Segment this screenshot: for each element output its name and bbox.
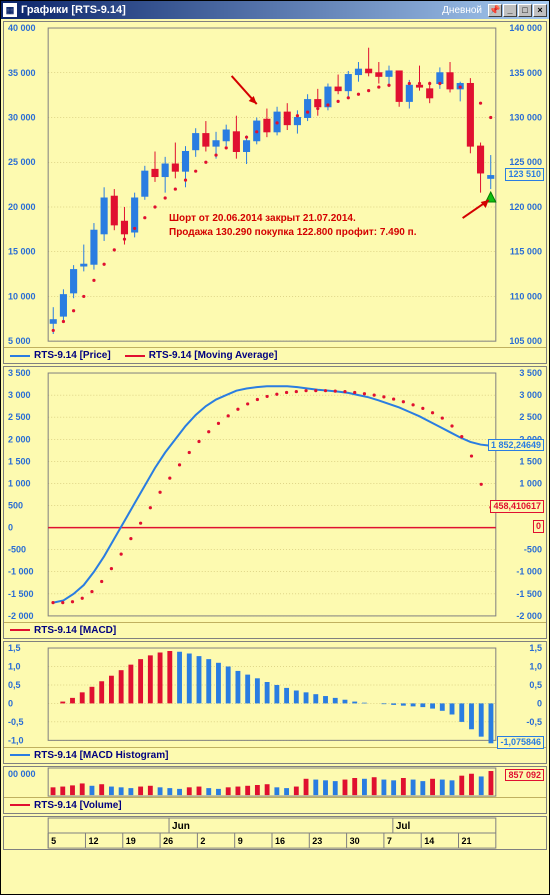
- svg-text:00 000: 00 000: [8, 769, 36, 779]
- svg-text:21: 21: [462, 836, 472, 846]
- svg-text:1 500: 1 500: [519, 457, 542, 467]
- svg-text:-500: -500: [524, 545, 542, 555]
- macd-histogram-panel: -1,0-1,0-0,5-0,5000,50,51,01,01,51,5 -1,…: [3, 641, 547, 763]
- svg-text:1 000: 1 000: [8, 479, 31, 489]
- svg-text:120 000: 120 000: [509, 202, 542, 212]
- svg-text:0: 0: [8, 523, 13, 533]
- macd-value-box-2: 458,410617: [490, 500, 544, 513]
- svg-text:-1 500: -1 500: [516, 589, 542, 599]
- svg-text:3 500: 3 500: [519, 368, 542, 378]
- svg-text:2 000: 2 000: [8, 434, 31, 444]
- svg-text:30 000: 30 000: [8, 113, 36, 123]
- trade-annotation: Шорт от 20.06.2014 закрыт 21.07.2014. Пр…: [169, 212, 416, 239]
- svg-text:-1,0: -1,0: [8, 735, 24, 745]
- macd-legend: RTS-9.14 [MACD]: [4, 622, 546, 638]
- panels: 105 0005 000110 00010 000115 00015 00012…: [1, 19, 549, 894]
- price-chart-area[interactable]: 105 000 5 000 110 000 10 000 115 000 15 000 12…: [4, 22, 546, 347]
- svg-text:1 000: 1 000: [519, 479, 542, 489]
- legend-macd: RTS-9.14 [MACD]: [34, 625, 116, 636]
- svg-text:-0,5: -0,5: [8, 717, 24, 727]
- svg-text:25 000: 25 000: [8, 157, 36, 167]
- svg-text:130 000: 130 000: [509, 113, 542, 123]
- legend-ma: RTS-9.14 [Moving Average]: [149, 350, 278, 361]
- pin-button[interactable]: 📌: [488, 4, 502, 17]
- svg-text:26: 26: [163, 836, 173, 846]
- macd-chart-area[interactable]: -2 000 -2 000 -1 500 -1 500 -1 000 -1 000 -500…: [4, 367, 546, 622]
- svg-text:30: 30: [350, 836, 360, 846]
- svg-text:2 500: 2 500: [519, 412, 542, 422]
- macd-panel: -2 000 -2 000 -1 500 -1 500 -1 000 -1 000 -500…: [3, 366, 547, 639]
- svg-text:1,5: 1,5: [8, 643, 21, 653]
- legend-hist: RTS-9.14 [MACD Histogram]: [34, 750, 168, 761]
- svg-text:2 500: 2 500: [8, 412, 31, 422]
- macd-zero-box: 0: [533, 520, 544, 533]
- svg-text:12: 12: [88, 836, 98, 846]
- date-axis-panel: Jun Jul 5 12 19 26 2 9 16 23 30 7 14 21: [3, 816, 547, 850]
- svg-text:2: 2: [200, 836, 205, 846]
- svg-text:125 000: 125 000: [509, 157, 542, 167]
- svg-text:-0,5: -0,5: [526, 717, 542, 727]
- maximize-button[interactable]: □: [518, 4, 532, 17]
- svg-text:-2 000: -2 000: [8, 611, 34, 621]
- svg-text:7: 7: [387, 836, 392, 846]
- svg-text:5 000: 5 000: [8, 336, 31, 346]
- svg-text:16: 16: [275, 836, 285, 846]
- svg-text:3 500: 3 500: [8, 368, 31, 378]
- vol-chart-area[interactable]: 00 000 857 092: [4, 767, 546, 797]
- chart-window: ▦ Графики [RTS-9.14] Дневной 📌 _ □ × 105…: [0, 0, 550, 895]
- svg-text:1 500: 1 500: [8, 457, 31, 467]
- vol-legend: RTS-9.14 [Volume]: [4, 797, 546, 813]
- svg-text:105 000: 105 000: [509, 336, 542, 346]
- svg-text:35 000: 35 000: [8, 68, 36, 78]
- svg-text:14: 14: [424, 836, 434, 846]
- svg-text:110 000: 110 000: [510, 291, 542, 301]
- legend-price: RTS-9.14 [Price]: [34, 350, 111, 361]
- svg-text:Jul: Jul: [396, 821, 411, 832]
- hist-legend: RTS-9.14 [MACD Histogram]: [4, 747, 546, 763]
- svg-text:19: 19: [126, 836, 136, 846]
- svg-text:-1 000: -1 000: [8, 567, 34, 577]
- vol-value-box: 857 092: [505, 769, 544, 782]
- timeframe-label: Дневной: [442, 5, 482, 16]
- app-icon: ▦: [3, 3, 17, 17]
- svg-text:-500: -500: [8, 545, 26, 555]
- svg-text:0,5: 0,5: [529, 680, 542, 690]
- price-legend: RTS-9.14 [Price] RTS-9.14 [Moving Averag…: [4, 347, 546, 363]
- svg-text:500: 500: [8, 501, 23, 511]
- svg-text:1,5: 1,5: [529, 643, 542, 653]
- titlebar[interactable]: ▦ Графики [RTS-9.14] Дневной 📌 _ □ ×: [1, 1, 549, 19]
- svg-text:-1 500: -1 500: [8, 589, 34, 599]
- volume-panel: 00 000 857 092 RTS-9.14 [Volume]: [3, 766, 547, 814]
- window-buttons: 📌 _ □ ×: [488, 4, 547, 17]
- svg-text:3 000: 3 000: [519, 390, 542, 400]
- svg-text:3 000: 3 000: [8, 390, 31, 400]
- svg-text:20 000: 20 000: [8, 202, 36, 212]
- svg-text:9: 9: [238, 836, 243, 846]
- svg-text:1,0: 1,0: [529, 662, 542, 672]
- macd-value-box-1: 1 852,24649: [488, 439, 544, 452]
- svg-text:0,5: 0,5: [8, 680, 21, 690]
- window-title: Графики [RTS-9.14]: [21, 4, 442, 16]
- svg-text:Jun: Jun: [172, 821, 190, 832]
- legend-vol: RTS-9.14 [Volume]: [34, 800, 122, 811]
- svg-text:-2 000: -2 000: [516, 611, 542, 621]
- svg-text:40 000: 40 000: [8, 23, 36, 33]
- svg-text:23: 23: [312, 836, 322, 846]
- hist-value-box: -1,075846: [497, 736, 544, 749]
- svg-text:15 000: 15 000: [8, 247, 36, 257]
- svg-text:135 000: 135 000: [509, 68, 542, 78]
- close-button[interactable]: ×: [533, 4, 547, 17]
- svg-text:0: 0: [537, 699, 542, 709]
- svg-text:1,0: 1,0: [8, 662, 21, 672]
- svg-text:10 000: 10 000: [8, 291, 36, 301]
- price-panel: 105 000 5 000 110 000 10 000 115 000 15 000 12…: [3, 21, 547, 364]
- hist-chart-area[interactable]: -1,0-1,0-0,5-0,5000,50,51,01,01,51,5 -1,…: [4, 642, 546, 746]
- svg-text:115 000: 115 000: [510, 247, 542, 257]
- svg-text:5: 5: [51, 836, 56, 846]
- svg-text:0: 0: [8, 699, 13, 709]
- svg-text:140 000: 140 000: [509, 23, 542, 33]
- minimize-button[interactable]: _: [503, 4, 517, 17]
- last-price-box: 123 510: [505, 168, 544, 181]
- svg-text:-1 000: -1 000: [516, 567, 542, 577]
